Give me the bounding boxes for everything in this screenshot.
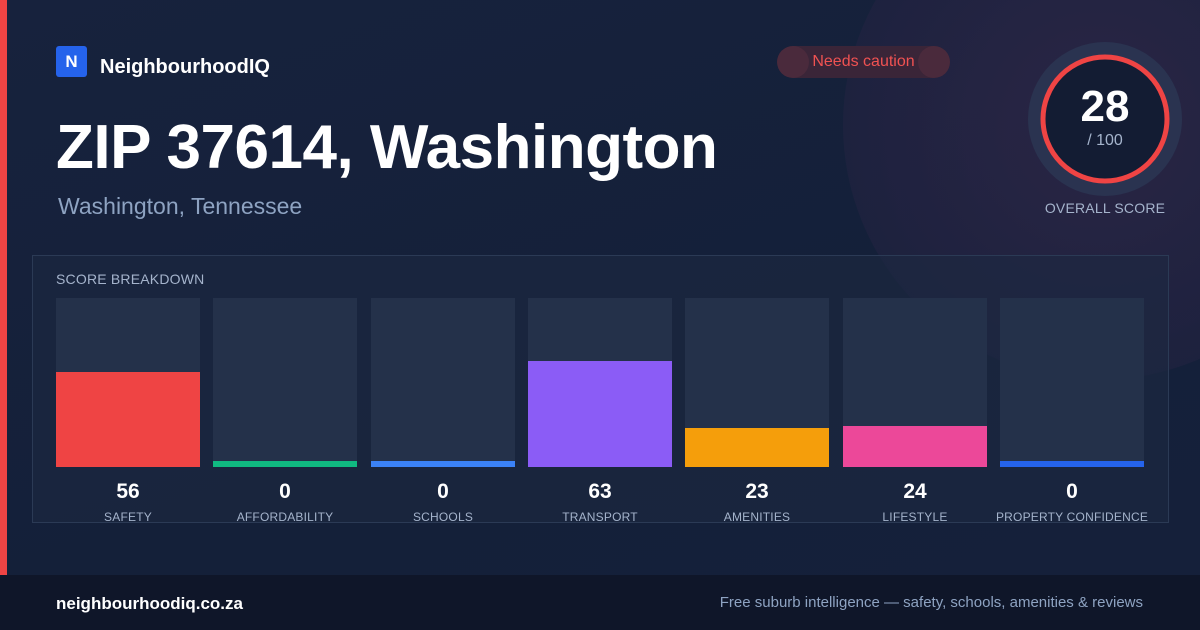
bar-track bbox=[213, 298, 357, 467]
bar-fill bbox=[843, 426, 987, 467]
bar-label: TRANSPORT bbox=[562, 510, 638, 524]
bar-track bbox=[685, 298, 829, 467]
score-bar-affordability: 0 AFFORDABILITY bbox=[213, 298, 357, 524]
bar-track bbox=[371, 298, 515, 467]
bar-value: 0 bbox=[1066, 480, 1078, 503]
status-badge-label: Needs caution bbox=[812, 53, 915, 70]
bar-fill bbox=[371, 461, 515, 467]
bar-track bbox=[1000, 298, 1144, 467]
bar-value: 0 bbox=[437, 480, 449, 503]
overall-score-max: / 100 bbox=[1087, 132, 1123, 149]
logo-letter: N bbox=[65, 51, 78, 71]
score-bar-transport: 63 TRANSPORT bbox=[528, 298, 672, 524]
score-bar-property-confidence: 0 PROPERTY CONFIDENCE bbox=[996, 298, 1148, 524]
accent-bar bbox=[0, 0, 7, 575]
page-subtitle: Washington, Tennessee bbox=[58, 193, 303, 219]
bar-fill bbox=[685, 428, 829, 467]
bar-value: 0 bbox=[279, 480, 291, 503]
bar-value: 23 bbox=[745, 480, 769, 503]
bar-fill bbox=[528, 361, 672, 467]
status-badge: Needs caution bbox=[777, 46, 950, 78]
bar-fill bbox=[56, 372, 200, 467]
score-bar-lifestyle: 24 LIFESTYLE bbox=[843, 298, 987, 524]
bar-label: PROPERTY CONFIDENCE bbox=[995, 510, 1149, 524]
score-bar-safety: 56 SAFETY bbox=[56, 298, 200, 524]
bar-fill bbox=[1000, 461, 1144, 467]
bar-track bbox=[528, 298, 672, 467]
gauge-core bbox=[1044, 58, 1166, 180]
bar-track bbox=[843, 298, 987, 467]
score-bar-amenities: 23 AMENITIES bbox=[685, 298, 829, 524]
overall-score-value: 28 bbox=[1080, 82, 1130, 131]
bar-fill bbox=[213, 461, 357, 467]
bar-track bbox=[56, 298, 200, 467]
bar-label: AFFORDABILITY bbox=[236, 510, 334, 524]
bar-label: LIFESTYLE bbox=[882, 510, 948, 524]
bar-value: 63 bbox=[588, 480, 612, 503]
score-bar-schools: 0 SCHOOLS bbox=[371, 298, 515, 524]
bar-label: SAFETY bbox=[104, 510, 152, 524]
bar-label: SCHOOLS bbox=[412, 510, 474, 524]
logo-icon: N bbox=[56, 46, 87, 77]
footer-tagline: Free suburb intelligence — safety, schoo… bbox=[719, 594, 1143, 611]
bar-label: AMENITIES bbox=[723, 510, 791, 524]
page-title: ZIP 37614, Washington bbox=[56, 113, 718, 182]
footer-domain-link[interactable]: neighbourhoodiq.co.za bbox=[56, 594, 243, 613]
gauge-ring bbox=[1040, 54, 1170, 184]
footer bbox=[0, 575, 1200, 630]
score-breakdown-title: SCORE BREAKDOWN bbox=[56, 271, 205, 287]
overall-score-gauge bbox=[1028, 42, 1182, 196]
bar-value: 24 bbox=[903, 480, 927, 503]
brand-name: NeighbourhoodIQ bbox=[100, 56, 270, 78]
overall-score-label: OVERALL SCORE bbox=[1044, 200, 1166, 216]
bar-value: 56 bbox=[116, 480, 140, 503]
